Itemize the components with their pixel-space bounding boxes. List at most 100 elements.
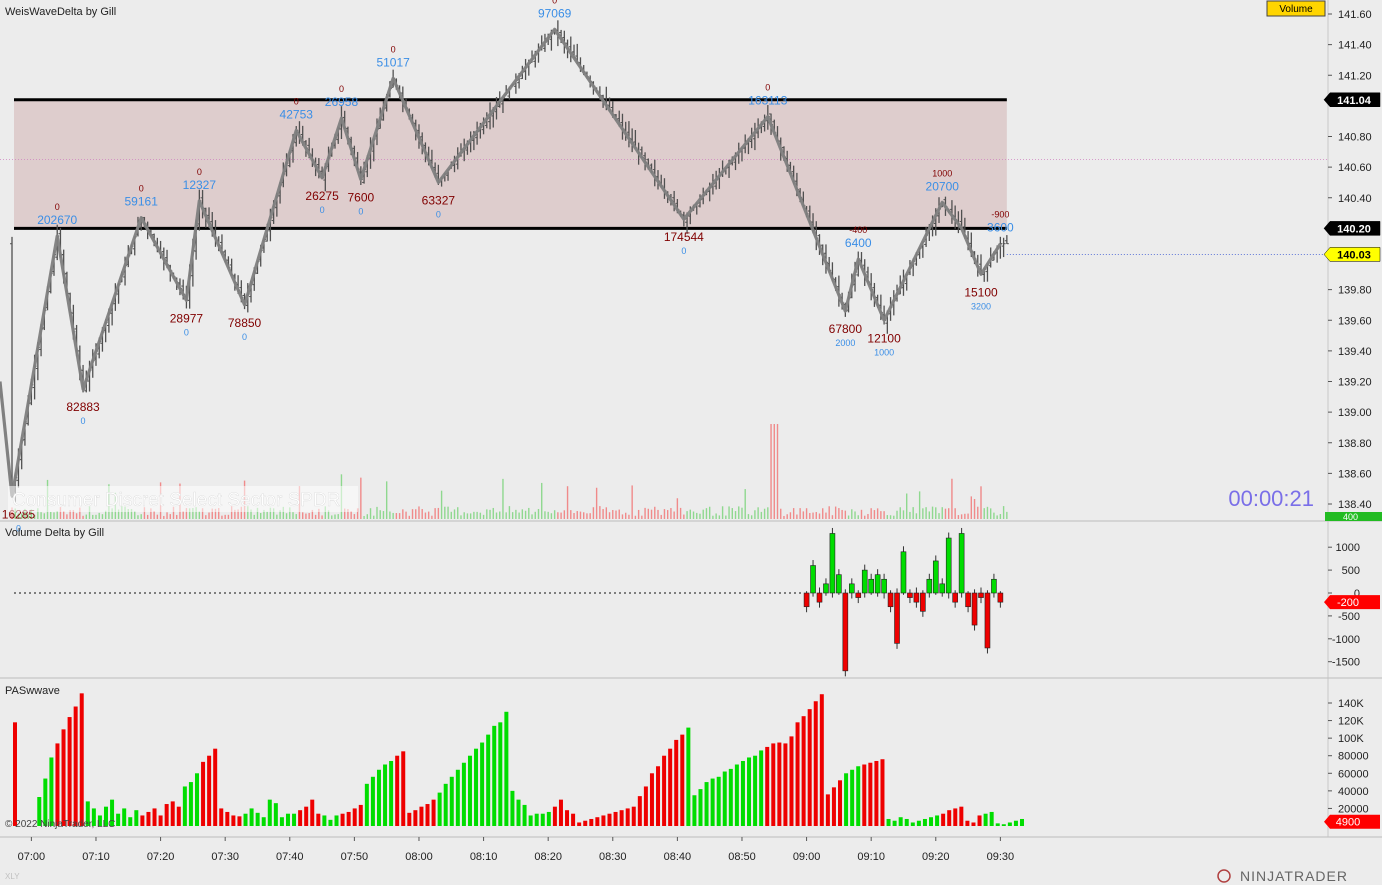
paswave-bar [146,811,151,826]
wave-label-delta: 3200 [971,301,991,311]
volume-marker: 400 [1325,512,1382,522]
delta-bar [939,578,946,597]
price-tick-label: 140.60 [1338,162,1372,174]
wave-label-delta: 0 [242,332,247,342]
delta-bar [887,590,894,613]
price-tick-label: 139.60 [1338,315,1372,327]
delta-bar-body [913,592,920,603]
delta-bar [926,573,933,598]
copyright-text: © 2022 NinjaTrader, LLC [5,819,115,830]
time-tick-label: 07:40 [276,851,304,863]
wave-label-volume: 3600 [987,221,1014,235]
paswave-bar [698,789,703,826]
paswave-bar [734,764,739,826]
volume-button[interactable]: Volume [1266,0,1326,17]
paswave-bar [1001,824,1006,826]
time-tick-label: 08:20 [534,851,562,863]
wave-label: 7600 0 [347,190,374,216]
paswave-bar [213,748,218,826]
paswave-bar [649,773,654,826]
paswave-bar [662,755,667,826]
price-tick-label: 141.60 [1338,9,1372,21]
delta-bar [913,587,920,608]
paswave-bar [571,813,576,826]
time-tick-label: 08:30 [599,851,627,863]
time-tick-label: 07:50 [341,851,369,863]
paswave-panel-title: PASwwave [5,685,60,697]
paswave-bar [922,818,927,826]
wave-label-volume: 97069 [538,6,572,20]
paswave-bar [935,815,940,826]
paswave-bar [474,748,479,826]
paswave-bar [516,799,521,826]
delta-bar [945,532,952,599]
paswave-bar [249,808,254,826]
paswave-bar [389,760,394,826]
delta-bar-body [978,592,984,598]
wave-label-volume: 63327 [422,193,456,207]
wave-label-delta: 0 [391,44,396,54]
wave-label-volume: 20700 [926,179,960,193]
price-marker-tag [1323,247,1381,262]
paswave-bar [631,806,636,826]
volume-delta-bars [14,527,1004,677]
instrument-watermark: XLY [5,872,20,881]
paswave-bar [947,810,952,826]
price-tick-label: 139.80 [1338,285,1372,297]
delta-bar-body [836,574,842,594]
paswave-bar [1007,822,1012,826]
paswave-bar [170,801,175,826]
price-tick-label: 139.20 [1338,377,1372,389]
delta-bar-body [997,592,1004,603]
paswave-bar [813,701,818,826]
wave-label-delta: -400 [849,225,867,235]
paswave-bar [407,812,412,826]
delta-bar [836,569,842,595]
time-axis-bg[interactable] [0,838,1382,885]
price-axis-bg[interactable] [1328,0,1382,837]
paswave-bar [789,736,794,826]
paswave-bar [304,806,309,826]
wave-label-volume: 163113 [748,94,787,108]
paswave-bar [413,810,418,826]
delta-bar-body [939,583,946,594]
paswave-bar [376,769,381,826]
delta-current-marker: -200 [1324,595,1380,610]
wave-label-delta: 0 [339,84,344,94]
time-tick-label: 09:20 [922,851,950,863]
paswave-bar [504,711,509,826]
bar-timer: 00:00:21 [1228,486,1314,511]
paswave-bar [292,813,297,826]
time-tick-label: 08:10 [470,851,498,863]
paswave-bar [565,810,570,826]
paswave-bar [85,801,90,826]
paswave-bar [237,816,242,826]
paswave-tick-label: 140K [1338,698,1364,710]
wave-label: 82883 0 [66,400,100,426]
paswave-bar [522,804,527,826]
price-marker-tag [1323,221,1381,236]
time-tick-label: 08:00 [405,851,433,863]
paswave-bar [103,806,108,826]
paswave-bar [128,817,133,826]
logo-icon [1217,869,1231,883]
paswave-bar [637,796,642,826]
paswave-bar [989,811,994,826]
time-tick-label: 08:40 [664,851,692,863]
paswave-bar [1020,818,1024,826]
price-marker-label: 140.03 [1337,249,1371,261]
delta-bar-body [829,533,836,594]
paswave-bar [207,755,212,826]
paswave-bar [831,787,836,826]
delta-bar [861,564,868,598]
paswave-bar [285,813,290,826]
zone-fill [14,99,1007,229]
paswave-bar [1013,820,1018,826]
paswave-bar [492,725,497,826]
delta-bar-body [926,578,933,594]
paswave-bar [904,818,909,826]
paswave-bar [558,799,563,826]
